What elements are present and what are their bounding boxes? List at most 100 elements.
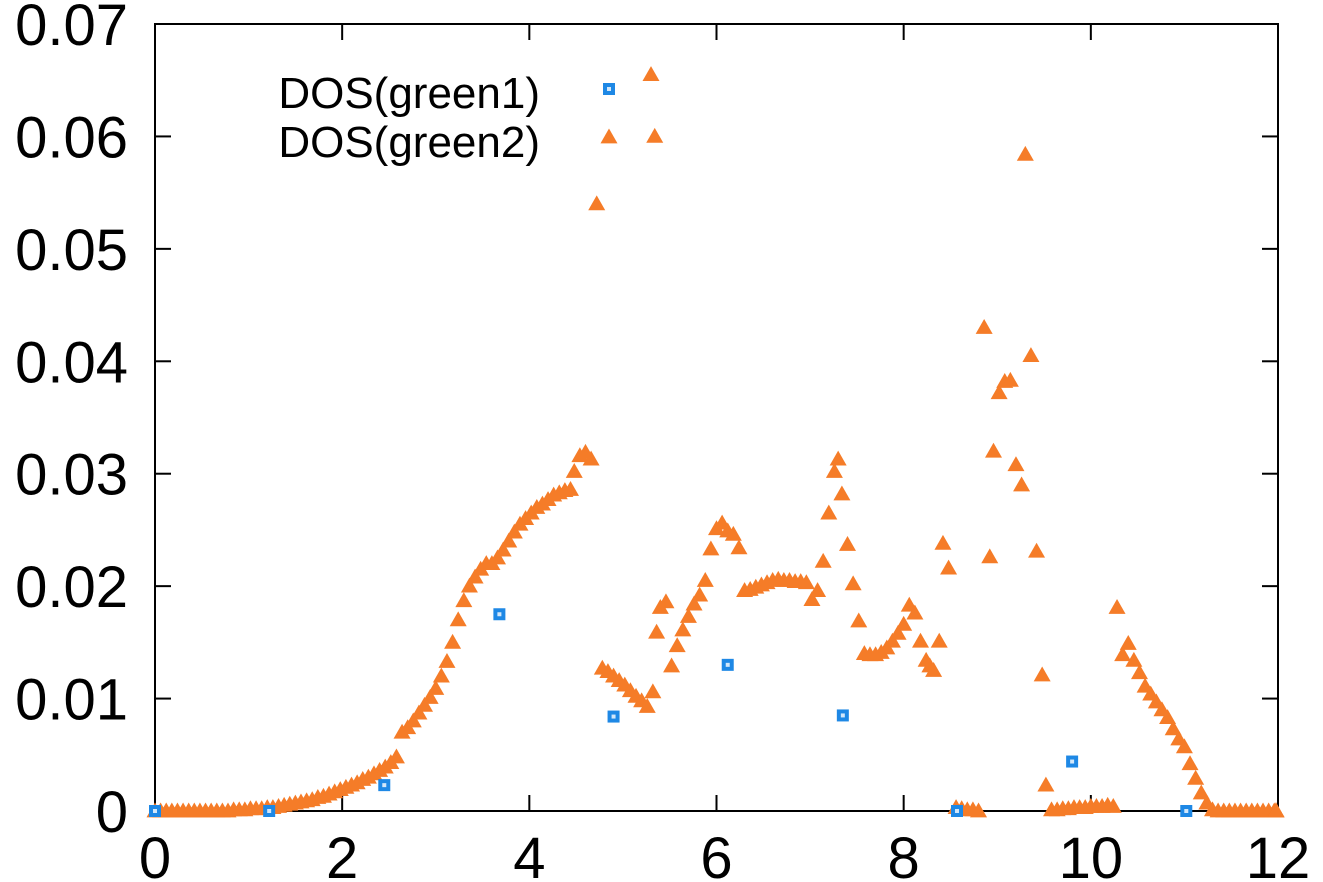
data-point-green2	[1164, 720, 1182, 736]
data-point-green2	[1114, 646, 1132, 662]
data-point-green2	[438, 652, 456, 668]
data-point-green2	[404, 712, 422, 728]
y-tick-label: 0.05	[15, 218, 128, 283]
data-point-green2	[820, 504, 838, 520]
data-point-green1	[607, 710, 620, 723]
data-point-green2	[588, 195, 606, 211]
data-point-green2	[387, 748, 405, 764]
data-point-green2	[410, 704, 428, 720]
data-point-green2	[1016, 145, 1034, 161]
legend-marker-green2	[600, 128, 618, 144]
data-point-green2	[809, 582, 827, 598]
data-point-green2	[642, 66, 660, 81]
data-point-green2	[833, 485, 851, 501]
data-point-green2	[505, 523, 523, 539]
legend-label-green2: DOS(green2)	[278, 118, 540, 167]
data-point-green2	[730, 539, 748, 555]
y-tick-label: 0	[96, 780, 128, 845]
data-point-green1	[149, 805, 161, 817]
data-point-green2	[466, 568, 484, 584]
data-point-green2	[883, 632, 901, 648]
x-tick-label: 6	[700, 826, 732, 882]
data-point-green2	[1267, 802, 1285, 818]
data-point-green2	[930, 632, 948, 648]
data-point-green2	[565, 462, 583, 478]
x-tick-label: 4	[513, 826, 545, 882]
data-point-green2	[663, 657, 681, 673]
legend: DOS(green1) DOS(green2)	[278, 69, 618, 167]
data-point-green1	[836, 709, 849, 722]
data-point-green2	[582, 450, 600, 466]
data-point-green2	[889, 624, 907, 640]
data-point-green2	[562, 480, 580, 496]
data-point-green2	[674, 621, 692, 637]
data-point-green2	[449, 611, 467, 627]
data-point-green2	[691, 586, 709, 602]
data-point-green2	[803, 591, 821, 607]
data-point-green2	[1033, 666, 1051, 682]
data-point-green2	[648, 623, 666, 639]
y-tick-label: 0.06	[15, 105, 128, 170]
data-point-green1	[1066, 755, 1079, 768]
data-point-green2	[934, 534, 952, 550]
y-tick-label: 0.02	[15, 555, 128, 620]
data-point-green2	[685, 595, 703, 611]
data-point-green2	[912, 632, 930, 648]
data-point-green2	[638, 697, 656, 713]
data-point-green2	[1013, 476, 1031, 492]
data-point-green2	[455, 592, 473, 608]
data-point-green2	[975, 319, 993, 334]
data-point-green2	[1037, 776, 1055, 792]
data-point-green2	[1192, 784, 1210, 800]
data-point-green2	[657, 593, 675, 609]
data-point-green2	[850, 612, 868, 628]
data-point-green2	[906, 604, 924, 620]
data-point-green2	[839, 536, 857, 551]
data-point-green1	[721, 658, 734, 671]
data-point-green2	[1028, 542, 1046, 558]
data-point-green2	[444, 633, 462, 649]
data-points	[146, 66, 1285, 818]
data-point-green2	[990, 384, 1008, 400]
data-point-green2	[1119, 634, 1137, 650]
data-point-green2	[500, 532, 518, 548]
data-point-green2	[1001, 371, 1019, 387]
data-point-green2	[1022, 347, 1040, 363]
x-tick-label: 2	[326, 826, 358, 882]
axis-tick-labels: 0 2 4 6 8 10 12 0 0.01 0.02 0.03 0.04 0.05 0.06 0.07	[15, 0, 1310, 882]
data-point-green2	[460, 577, 478, 593]
data-point-green2	[970, 802, 988, 818]
data-point-green2	[1130, 664, 1148, 680]
legend-label-green1: DOS(green1)	[278, 69, 540, 118]
data-point-green2	[981, 548, 999, 564]
data-point-green2	[494, 541, 512, 557]
data-point-green2	[679, 607, 697, 623]
y-tick-label: 0.07	[15, 0, 128, 58]
data-point-green2	[814, 552, 832, 568]
data-point-green2	[416, 696, 434, 712]
data-point-green1	[951, 805, 964, 817]
data-point-green2	[644, 683, 662, 699]
data-point-green1	[263, 805, 276, 817]
data-point-green1	[378, 779, 391, 792]
data-point-green2	[940, 559, 958, 575]
data-point-green2	[1104, 798, 1122, 813]
data-point-green2	[985, 442, 1003, 458]
data-point-green2	[1175, 738, 1193, 754]
data-point-green2	[844, 575, 862, 591]
data-point-green2	[1125, 651, 1143, 667]
data-point-green1	[1180, 805, 1193, 817]
data-point-green2	[1181, 755, 1199, 771]
data-point-green2	[895, 615, 913, 631]
y-tick-label: 0.03	[15, 443, 128, 508]
y-tick-label: 0.04	[15, 330, 128, 395]
data-point-green1	[493, 608, 506, 621]
data-point-green2	[427, 679, 445, 695]
legend-marker-green1	[603, 83, 615, 95]
data-point-green2	[702, 540, 720, 556]
data-point-green2	[797, 574, 815, 590]
data-point-green2	[489, 549, 507, 565]
data-point-green2	[925, 661, 943, 677]
data-point-green2	[825, 462, 843, 478]
